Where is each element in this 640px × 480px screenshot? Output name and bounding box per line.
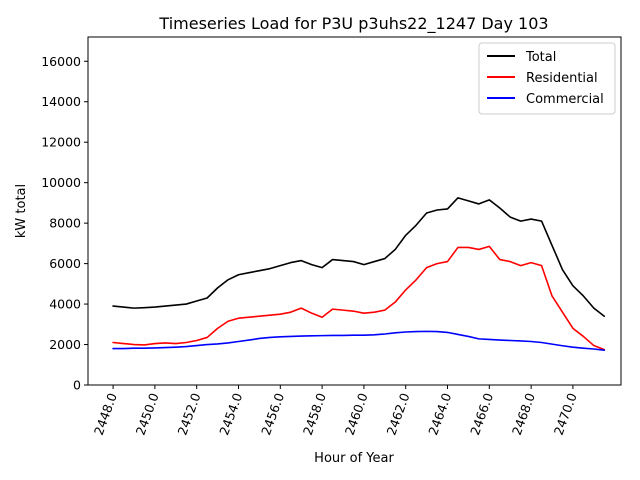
x-tick-label: 2470.0	[551, 391, 580, 437]
x-tick-label: 2460.0	[342, 391, 371, 437]
legend: Total Residential Commercial	[478, 42, 616, 115]
y-tick-label: 8000	[49, 216, 81, 231]
series-line-residential	[112, 245, 606, 351]
y-tick-label: 2000	[49, 337, 81, 352]
x-tick-label: 2458.0	[300, 391, 329, 437]
x-tick-label: 2452.0	[174, 391, 203, 437]
y-tick-label: 16000	[41, 54, 81, 69]
x-tick-label: 2456.0	[258, 391, 287, 437]
x-tick-label: 2468.0	[509, 391, 538, 437]
legend-label-commercial: Commercial	[526, 92, 604, 107]
plot-frame	[87, 36, 622, 386]
y-axis-label: kW total	[14, 184, 29, 238]
series-layer	[112, 197, 606, 352]
y-tick-label: 14000	[41, 94, 81, 109]
y-tick-label: 4000	[49, 297, 81, 312]
y-tick-label: 10000	[41, 175, 81, 190]
x-axis-label: Hour of Year	[314, 451, 394, 466]
x-tick-label: 2466.0	[467, 391, 496, 437]
legend-label-total: Total	[525, 50, 556, 65]
x-tick-label: 2464.0	[425, 391, 454, 437]
x-tick-label: 2448.0	[91, 391, 120, 437]
x-tick-label: 2454.0	[216, 391, 245, 437]
x-ticks: 2448.0 2450.0 2452.0 2454.0 2456.0 2458.0 2460…	[91, 385, 580, 437]
y-ticks: 0 2000 4000 6000 8000 10000 12000 14000 16000	[41, 54, 88, 393]
series-line-commercial	[112, 330, 606, 352]
y-tick-label: 12000	[41, 135, 81, 150]
x-tick-label: 2450.0	[133, 391, 162, 437]
y-tick-label: 0	[73, 378, 81, 393]
legend-label-residential: Residential	[526, 71, 598, 86]
legend-box	[478, 42, 616, 115]
series-line-total	[112, 197, 606, 318]
chart-title: Timeseries Load for P3U p3uhs22_1247 Day…	[158, 14, 548, 34]
x-tick-label: 2462.0	[383, 391, 412, 437]
y-tick-label: 6000	[49, 256, 81, 271]
